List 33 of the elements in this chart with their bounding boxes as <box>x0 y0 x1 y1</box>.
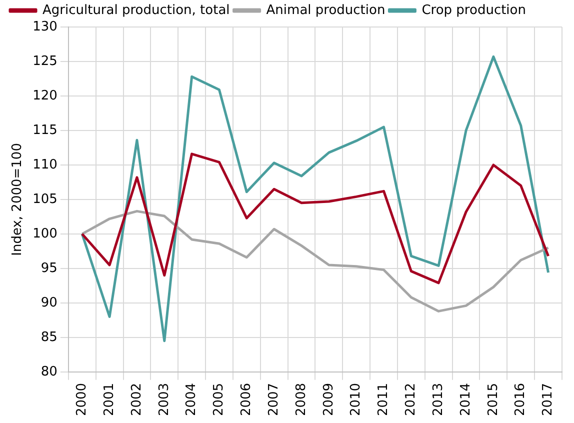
y-axis-title: Index, 2000=100 <box>10 143 26 256</box>
y-tick-label: 105 <box>32 192 58 207</box>
y-tick-label: 130 <box>32 19 58 34</box>
x-tick-label: 2003 <box>156 382 172 416</box>
x-tick-label: 2011 <box>376 382 392 416</box>
y-tick-label: 120 <box>32 88 58 104</box>
x-tick-label: 2014 <box>458 382 474 416</box>
legend-label: Agricultural production, total <box>42 2 230 18</box>
x-tick-label: 2006 <box>239 382 254 416</box>
legend-label: Crop production <box>422 2 526 18</box>
x-tick-label: 2001 <box>102 382 117 416</box>
legend-label: Animal production <box>266 2 386 18</box>
y-tick-label: 95 <box>40 260 58 276</box>
x-tick-label: 2007 <box>266 382 282 416</box>
y-tick-label: 85 <box>40 330 58 345</box>
x-tick-label: 2009 <box>321 382 336 416</box>
y-tick-label: 110 <box>32 157 58 172</box>
x-tick-label: 2000 <box>74 382 90 416</box>
x-tick-label: 2012 <box>404 382 419 416</box>
x-tick-label: 2005 <box>212 382 227 416</box>
y-tick-label: 90 <box>40 295 58 310</box>
x-tick-label: 2013 <box>430 382 446 416</box>
y-tick-label: 80 <box>40 364 58 380</box>
y-tick-label: 125 <box>32 54 58 69</box>
y-tick-label: 100 <box>32 226 58 242</box>
x-tick-label: 2008 <box>294 382 309 416</box>
x-tick-label: 2002 <box>129 382 144 416</box>
x-tick-label: 2017 <box>540 382 556 416</box>
x-tick-label: 2015 <box>486 382 501 416</box>
x-tick-label: 2010 <box>348 382 364 416</box>
y-tick-label: 115 <box>32 122 58 138</box>
x-tick-label: 2004 <box>184 382 200 416</box>
x-tick-label: 2016 <box>513 382 528 416</box>
